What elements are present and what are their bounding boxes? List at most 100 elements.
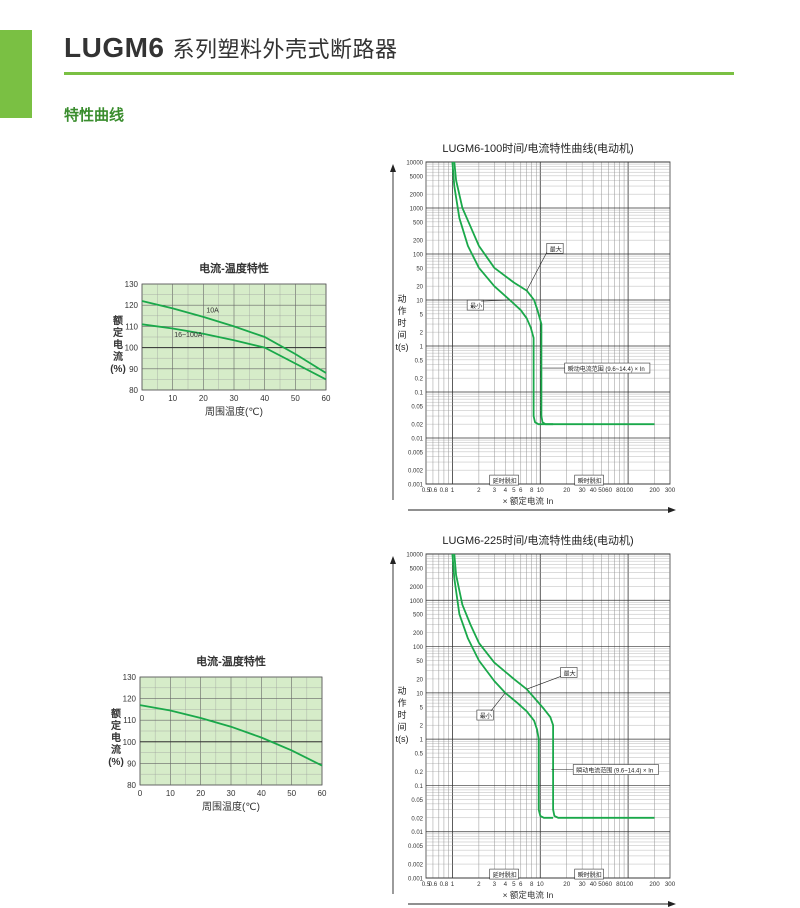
y-tick-label: 2 — [420, 331, 424, 337]
x-tick-label: 0.5 — [422, 881, 431, 888]
y-tick-label: 10 — [416, 691, 423, 697]
y-axis-label-char: 时 — [397, 709, 406, 720]
y-axis-label-char: 间 — [397, 721, 406, 732]
time-current-chart-225: LUGM6-225时间/电流特性曲线(电动机)10000500020001000… — [390, 533, 676, 907]
series-line-1 — [141, 300, 327, 374]
x-tick-label: 4 — [504, 881, 508, 888]
x-tick-label: 40 — [590, 487, 597, 494]
y-axis-arrow-head — [390, 556, 396, 564]
y-tick-label: 130 — [125, 280, 139, 289]
chart-title: 电流-温度特性 — [196, 654, 266, 668]
x-tick-label: 60 — [322, 394, 331, 403]
y-tick-label: 1 — [420, 738, 424, 744]
y-tick-label: 0.02 — [411, 816, 423, 822]
x-tick-label: 30 — [579, 881, 586, 888]
annotation-label: 瞬时脱扣 — [578, 477, 602, 485]
x-tick-label: 40 — [590, 881, 597, 888]
y-tick-label: 10000 — [406, 161, 423, 167]
y-axis-label-char: 定 — [111, 719, 121, 732]
y-tick-label: 110 — [123, 716, 136, 725]
y-axis-label-char: t(s) — [396, 342, 409, 352]
x-tick-label: 0.6 — [429, 881, 438, 888]
y-tick-label: 130 — [123, 673, 137, 682]
y-tick-label: 1000 — [410, 599, 424, 605]
y-tick-label: 2000 — [410, 585, 424, 591]
annotation-box — [489, 474, 519, 486]
x-tick-label: 10 — [537, 487, 544, 494]
y-tick-label: 0.002 — [408, 863, 424, 869]
series-line-1 — [139, 704, 323, 767]
x-tick-label: 0.6 — [429, 487, 438, 494]
y-tick-label: 80 — [129, 386, 138, 395]
y-tick-label: 0.1 — [415, 391, 424, 397]
x-axis-arrow-head — [668, 507, 676, 513]
y-tick-label: 110 — [125, 322, 138, 331]
y-tick-label: 0.001 — [408, 483, 424, 489]
y-tick-label: 1000 — [410, 207, 424, 213]
x-tick-label: 4 — [504, 487, 508, 494]
y-tick-label: 2 — [420, 724, 424, 730]
x-axis-label: × 额定电流 In — [503, 496, 554, 506]
x-tick-label: 10 — [166, 789, 175, 798]
annotation-label: 延时脱扣 — [493, 477, 517, 485]
x-tick-label: 50 — [598, 487, 605, 494]
annotation-label: 瞬动电流范围 (9.6~14.4) × In — [568, 365, 645, 373]
y-tick-label: 100 — [413, 645, 424, 651]
x-tick-label: 20 — [563, 487, 570, 494]
chart-title: LUGM6-100时间/电流特性曲线(电动机) — [442, 141, 633, 155]
x-tick-label: 30 — [579, 487, 586, 494]
y-tick-label: 10000 — [406, 553, 423, 559]
y-tick-label: 0.001 — [408, 877, 424, 883]
y-axis-label-char: 时 — [397, 317, 406, 328]
x-tick-label: 1 — [451, 881, 455, 888]
y-tick-label: 90 — [127, 759, 136, 768]
series-curve-1 — [453, 553, 655, 819]
y-tick-label: 0.1 — [415, 784, 424, 790]
y-axis-label-char: 动 — [397, 294, 406, 304]
x-tick-label: 20 — [563, 881, 570, 888]
title-underline — [64, 72, 734, 75]
series-line-2 — [141, 323, 327, 381]
annotation-box — [489, 868, 519, 880]
x-tick-label: 0.8 — [440, 881, 449, 888]
y-tick-label: 0.005 — [408, 450, 424, 456]
y-axis-label-char: (%) — [110, 364, 126, 375]
chart-title: 电流-温度特性 — [199, 261, 269, 275]
y-tick-label: 50 — [416, 659, 423, 665]
annotation-label: 最大 — [550, 245, 562, 253]
annotation-label: 最小 — [470, 302, 482, 310]
x-tick-label: 10 — [537, 881, 544, 888]
y-axis-label-char: 流 — [113, 350, 123, 363]
y-tick-label: 0.2 — [415, 770, 424, 776]
y-tick-label: 0.05 — [411, 798, 423, 804]
x-axis-label: 周围温度(℃) — [205, 405, 263, 418]
y-tick-label: 100 — [123, 738, 137, 747]
x-tick-label: 40 — [260, 394, 269, 403]
annotation-box — [574, 868, 604, 880]
y-axis-label-char: (%) — [108, 757, 124, 768]
y-tick-label: 5 — [420, 705, 424, 711]
x-tick-label: 1 — [451, 487, 455, 494]
y-tick-label: 0.2 — [415, 377, 424, 383]
x-tick-label: 300 — [665, 487, 676, 494]
y-tick-label: 50 — [416, 266, 423, 272]
x-tick-label: 6 — [519, 881, 523, 888]
x-tick-label: 80 — [616, 881, 623, 888]
x-axis-arrow-head — [668, 901, 676, 907]
y-tick-label: 500 — [413, 613, 424, 619]
y-tick-label: 90 — [129, 365, 138, 374]
page-title: LUGM6 系列塑料外壳式断路器 — [64, 32, 398, 66]
y-tick-label: 500 — [413, 220, 424, 226]
x-tick-label: 0.5 — [422, 487, 431, 494]
leader-line-max — [526, 252, 548, 291]
y-tick-label: 0.01 — [411, 437, 423, 443]
annotation-box — [564, 362, 651, 374]
x-tick-label: 10 — [168, 394, 177, 403]
y-tick-label: 0.002 — [408, 469, 424, 475]
annotation-box — [574, 474, 604, 486]
series-label: 10A — [206, 308, 219, 315]
x-axis-label: 周围温度(℃) — [202, 800, 260, 813]
y-axis-label-char: 流 — [111, 743, 121, 756]
y-tick-label: 20 — [416, 677, 423, 683]
y-tick-label: 0.5 — [415, 358, 424, 364]
